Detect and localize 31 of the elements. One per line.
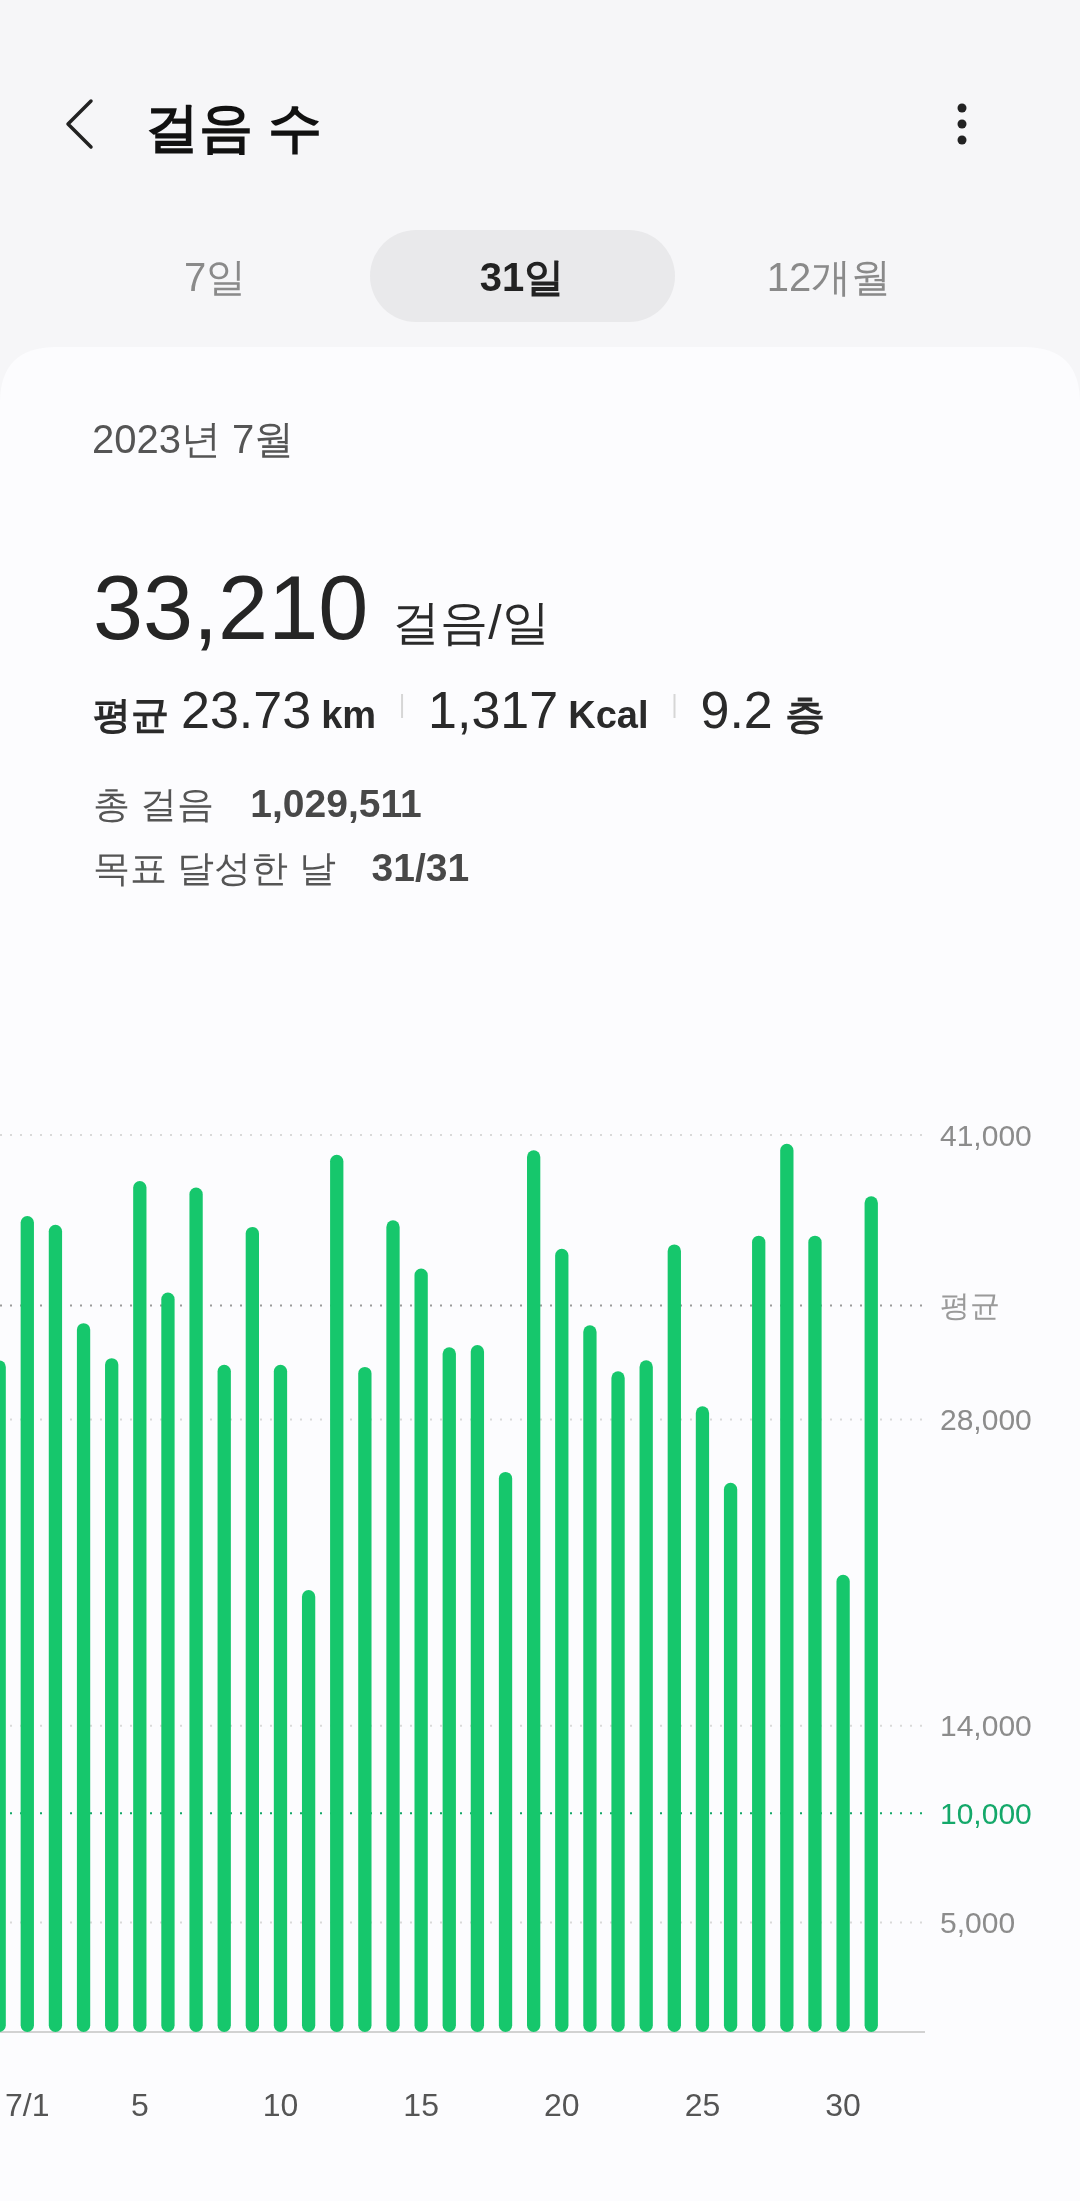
text: 33,210 — [93, 558, 369, 658]
text: km — [321, 694, 377, 736]
text: 12개월 — [766, 255, 892, 299]
text: 층 — [784, 692, 825, 736]
text: 평균 — [93, 694, 169, 736]
text: 7일 — [183, 255, 247, 299]
x-tick-label: 10 — [262, 2087, 299, 2123]
y-tick-label: 28,000 — [940, 1402, 1032, 1436]
text: 31일 — [479, 255, 565, 299]
text: 23.73 — [181, 681, 312, 739]
ref-line-label: 평균 — [940, 1288, 1000, 1322]
x-tick-label: 5 — [130, 2087, 149, 2123]
y-tick-label: 41,000 — [940, 1118, 1032, 1152]
x-tick-label: 15 — [403, 2087, 439, 2123]
x-tick-label: 7/1 — [5, 2087, 50, 2123]
text: 1,317 — [428, 681, 559, 739]
y-tick-label: 14,000 — [940, 1709, 1032, 1743]
x-tick-label: 30 — [825, 2087, 861, 2123]
chart-subtitle: 2023년 7월 — [92, 417, 295, 461]
x-tick-label: 20 — [543, 2087, 580, 2123]
text: 걸음/일 — [392, 596, 550, 649]
text: 목표 달성한 날 — [93, 848, 336, 889]
text: 1,029,511 — [250, 782, 422, 825]
chart-title: 걸음 수 — [145, 97, 323, 157]
x-tick-label: 25 — [684, 2087, 721, 2123]
text: 총 걸음 — [93, 784, 215, 825]
text: 9.2 — [700, 681, 773, 739]
text: Kcal — [568, 694, 649, 736]
text: 31/31 — [371, 846, 470, 889]
y-tick-label: 5,000 — [940, 1906, 1016, 1940]
ref-line-label: 10,000 — [940, 1796, 1032, 1830]
